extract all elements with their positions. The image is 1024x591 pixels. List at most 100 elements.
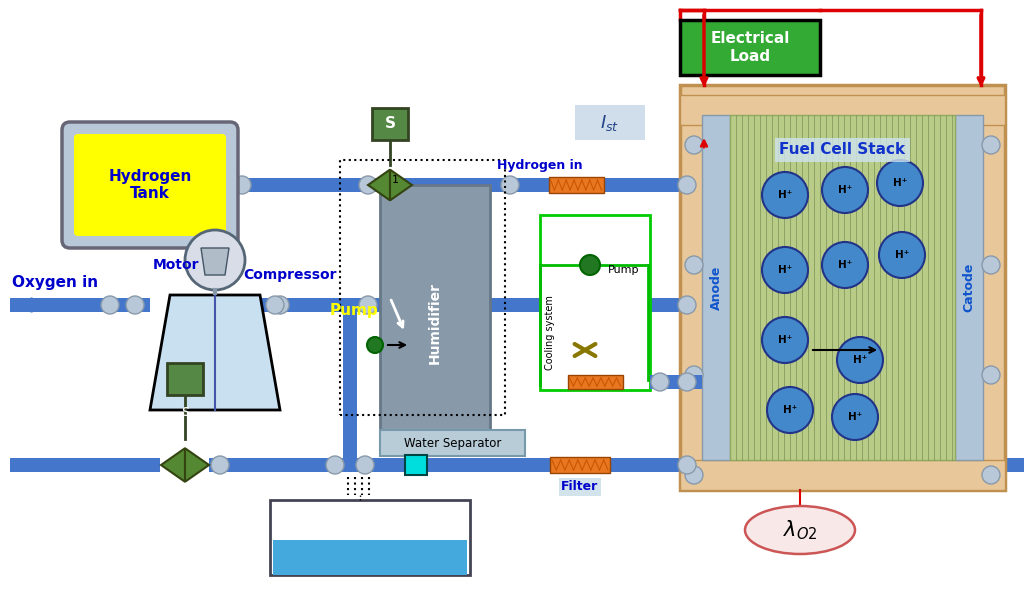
Circle shape bbox=[678, 296, 696, 314]
Text: Water Separator: Water Separator bbox=[403, 437, 501, 450]
Polygon shape bbox=[161, 448, 185, 482]
Circle shape bbox=[879, 232, 925, 278]
Text: Filter: Filter bbox=[561, 480, 599, 493]
Circle shape bbox=[685, 366, 703, 384]
Bar bbox=[375, 178, 495, 192]
Circle shape bbox=[356, 456, 374, 474]
Circle shape bbox=[877, 160, 923, 206]
Text: Electrical
Load: Electrical Load bbox=[711, 31, 790, 64]
Text: Hydrogen in: Hydrogen in bbox=[498, 158, 583, 171]
Circle shape bbox=[359, 176, 377, 194]
Bar bbox=[230, 178, 368, 192]
Circle shape bbox=[367, 337, 383, 353]
Text: Pump: Pump bbox=[608, 265, 640, 275]
Bar bbox=[700, 195, 714, 300]
Circle shape bbox=[211, 456, 229, 474]
Circle shape bbox=[685, 136, 703, 154]
Bar bbox=[260, 298, 380, 312]
Text: Cooling system: Cooling system bbox=[545, 295, 555, 370]
Bar bbox=[990, 105, 1004, 470]
Circle shape bbox=[982, 256, 1000, 274]
Circle shape bbox=[982, 466, 1000, 484]
Bar bbox=[209, 458, 343, 472]
Circle shape bbox=[101, 296, 119, 314]
Bar bbox=[680, 85, 1005, 490]
Bar bbox=[380, 178, 412, 192]
Circle shape bbox=[501, 176, 519, 194]
Circle shape bbox=[266, 296, 284, 314]
Polygon shape bbox=[390, 170, 412, 200]
Circle shape bbox=[651, 373, 669, 391]
Text: Compressor: Compressor bbox=[243, 268, 337, 282]
Text: s: s bbox=[181, 404, 189, 418]
Text: H⁺: H⁺ bbox=[778, 190, 793, 200]
Text: Pump: Pump bbox=[330, 303, 379, 317]
Text: H⁺: H⁺ bbox=[838, 185, 852, 195]
Bar bbox=[273, 540, 467, 575]
Circle shape bbox=[837, 337, 883, 383]
Text: Catode: Catode bbox=[963, 263, 976, 312]
Bar bbox=[350, 458, 702, 472]
Bar bbox=[380, 185, 490, 440]
Bar bbox=[270, 500, 470, 575]
Circle shape bbox=[678, 456, 696, 474]
Bar bbox=[340, 160, 505, 415]
Text: H⁺: H⁺ bbox=[778, 335, 793, 345]
Circle shape bbox=[767, 387, 813, 433]
Text: H⁺: H⁺ bbox=[848, 412, 862, 422]
Bar bbox=[550, 457, 610, 473]
Bar bbox=[680, 460, 1005, 490]
Bar bbox=[680, 95, 1005, 125]
Bar bbox=[10, 298, 150, 312]
Text: $I_{st}$: $I_{st}$ bbox=[600, 113, 620, 133]
Text: Fuel Cell Stack: Fuel Cell Stack bbox=[779, 142, 905, 157]
Bar bbox=[372, 108, 408, 140]
Bar bbox=[406, 455, 427, 475]
Text: Oxygen in: Oxygen in bbox=[12, 275, 98, 291]
Bar bbox=[375, 298, 495, 312]
Circle shape bbox=[822, 167, 868, 213]
Polygon shape bbox=[368, 170, 390, 200]
Circle shape bbox=[685, 466, 703, 484]
Circle shape bbox=[580, 255, 600, 275]
Bar bbox=[343, 305, 357, 465]
Text: $\lambda_{O2}$: $\lambda_{O2}$ bbox=[782, 518, 817, 542]
Text: 1: 1 bbox=[391, 175, 398, 185]
Circle shape bbox=[233, 176, 251, 194]
Circle shape bbox=[982, 366, 1000, 384]
Circle shape bbox=[831, 394, 878, 440]
Text: Motor: Motor bbox=[153, 258, 200, 272]
Bar bbox=[380, 430, 525, 456]
Bar bbox=[167, 363, 203, 395]
Circle shape bbox=[982, 136, 1000, 154]
Circle shape bbox=[685, 256, 703, 274]
Bar bbox=[955, 115, 983, 460]
Bar bbox=[270, 298, 702, 312]
Polygon shape bbox=[185, 448, 209, 482]
Bar bbox=[343, 458, 350, 472]
Text: H⁺: H⁺ bbox=[853, 355, 867, 365]
Circle shape bbox=[678, 373, 696, 391]
Text: S: S bbox=[384, 116, 395, 132]
Ellipse shape bbox=[745, 506, 855, 554]
Text: Humidifier: Humidifier bbox=[428, 281, 442, 363]
Bar bbox=[10, 458, 160, 472]
Bar bbox=[1005, 458, 1024, 472]
Text: H⁺: H⁺ bbox=[783, 405, 797, 415]
Circle shape bbox=[326, 456, 344, 474]
FancyBboxPatch shape bbox=[62, 122, 238, 248]
Circle shape bbox=[678, 176, 696, 194]
Bar bbox=[702, 115, 730, 460]
Polygon shape bbox=[201, 248, 229, 275]
Circle shape bbox=[762, 172, 808, 218]
Bar bbox=[680, 20, 820, 75]
FancyBboxPatch shape bbox=[74, 134, 226, 236]
Bar bbox=[567, 375, 623, 389]
Circle shape bbox=[126, 296, 144, 314]
Bar bbox=[540, 215, 650, 390]
Bar bbox=[549, 177, 603, 193]
Circle shape bbox=[359, 296, 377, 314]
Bar bbox=[730, 115, 955, 460]
Text: Anode: Anode bbox=[710, 265, 723, 310]
Bar bbox=[575, 105, 645, 140]
